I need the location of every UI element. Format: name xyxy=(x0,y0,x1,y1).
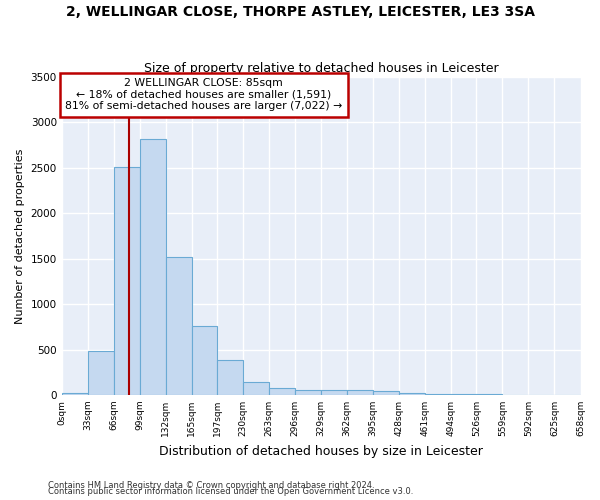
Bar xyxy=(88,352,114,395)
Bar xyxy=(399,393,425,395)
Bar xyxy=(243,382,269,395)
Bar xyxy=(347,390,373,395)
Bar xyxy=(269,388,295,395)
Bar xyxy=(114,167,140,395)
Bar xyxy=(166,257,192,395)
Bar xyxy=(321,390,347,395)
Bar xyxy=(62,393,88,395)
Text: 2 WELLINGAR CLOSE: 85sqm
← 18% of detached houses are smaller (1,591)
81% of sem: 2 WELLINGAR CLOSE: 85sqm ← 18% of detach… xyxy=(65,78,342,111)
Title: Size of property relative to detached houses in Leicester: Size of property relative to detached ho… xyxy=(144,62,499,74)
X-axis label: Distribution of detached houses by size in Leicester: Distribution of detached houses by size … xyxy=(159,444,483,458)
Bar xyxy=(140,139,166,395)
Y-axis label: Number of detached properties: Number of detached properties xyxy=(15,148,25,324)
Text: Contains HM Land Registry data © Crown copyright and database right 2024.: Contains HM Land Registry data © Crown c… xyxy=(48,481,374,490)
Text: 2, WELLINGAR CLOSE, THORPE ASTLEY, LEICESTER, LE3 3SA: 2, WELLINGAR CLOSE, THORPE ASTLEY, LEICE… xyxy=(65,5,535,19)
Text: Contains public sector information licensed under the Open Government Licence v3: Contains public sector information licen… xyxy=(48,487,413,496)
Bar xyxy=(217,360,243,395)
Bar xyxy=(295,390,321,395)
Bar xyxy=(192,326,217,395)
Bar xyxy=(373,392,399,395)
